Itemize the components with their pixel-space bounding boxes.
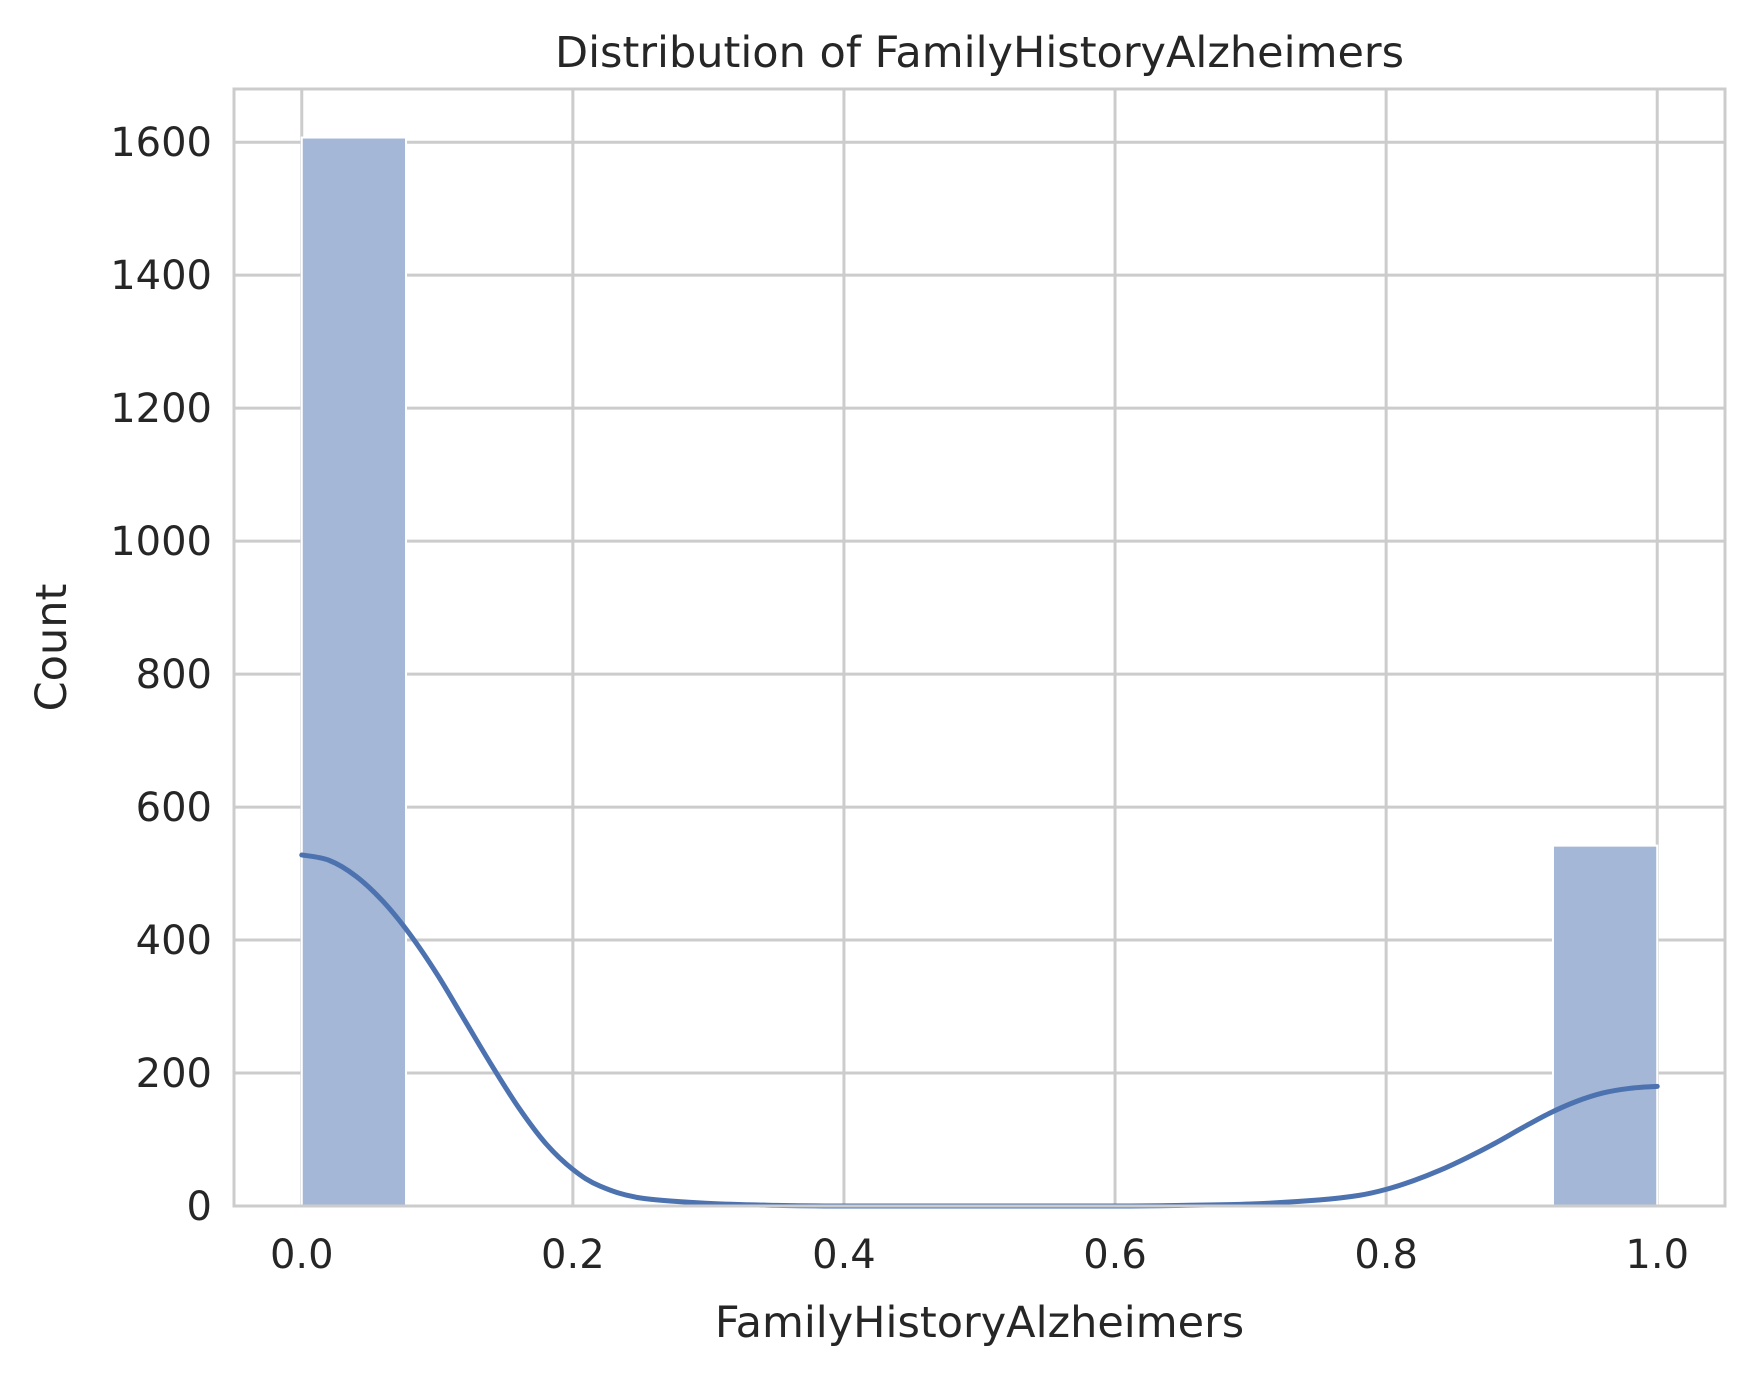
y-tick-labels: 0 200 400 600 800 1000 1200 1400 1600	[110, 120, 212, 1230]
y-axis-title: Count	[27, 584, 77, 712]
grid	[234, 89, 1725, 1208]
x-tick-label: 0.6	[1083, 1232, 1147, 1278]
bars	[300, 136, 1659, 1208]
y-tick-label: 200	[136, 1051, 212, 1097]
kde-line	[299, 852, 1660, 1209]
x-axis-title: FamilyHistoryAlzheimers	[715, 1298, 1244, 1348]
x-tick-label: 0.0	[270, 1232, 334, 1278]
plot-frame	[232, 87, 1727, 1208]
x-tick-label: 0.2	[541, 1232, 605, 1278]
y-tick-label: 0	[187, 1184, 212, 1230]
y-tick-label: 1600	[110, 120, 212, 166]
y-tick-label: 400	[136, 918, 212, 964]
y-tick-label: 800	[136, 652, 212, 698]
histogram-bar	[300, 136, 408, 1208]
y-tick-label: 1000	[110, 519, 212, 565]
x-tick-label: 0.8	[1354, 1232, 1418, 1278]
histogram-bar	[1551, 844, 1659, 1207]
y-tick-label: 600	[136, 785, 212, 831]
chart-title: Distribution of FamilyHistoryAlzheimers	[555, 28, 1404, 78]
y-tick-label: 1400	[110, 253, 212, 299]
x-tick-label: 1.0	[1625, 1232, 1689, 1278]
kde-curve-layer	[299, 852, 1660, 1209]
x-tick-label: 0.4	[812, 1232, 876, 1278]
x-tick-labels: 0.0 0.2 0.4 0.6 0.8 1.0	[270, 1232, 1689, 1278]
y-tick-label: 1200	[110, 386, 212, 432]
